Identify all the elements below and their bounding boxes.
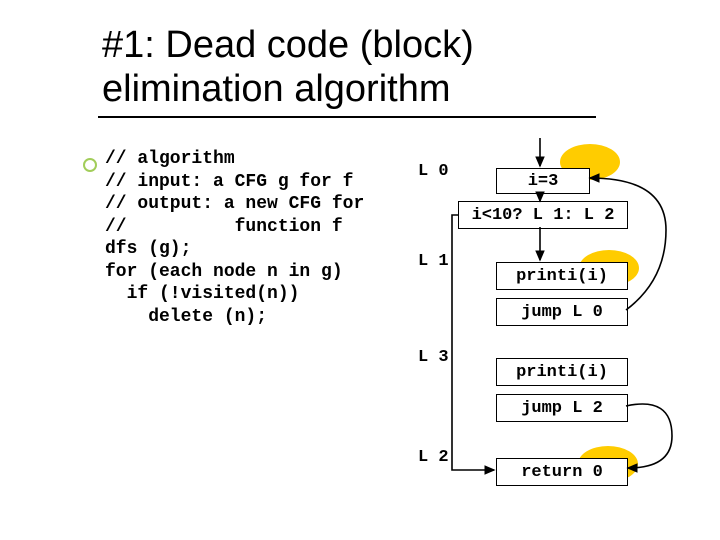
- cfg-box-return: return 0: [496, 458, 628, 486]
- cfg-box-cond: i<10? L 1: L 2: [458, 201, 628, 229]
- edge-cond-l2: [452, 215, 494, 470]
- title-underline: [98, 116, 596, 118]
- cfg-box-i3: i=3: [496, 168, 590, 194]
- bullet-icon: [83, 158, 97, 172]
- cfg-box-printi-1: printi(i): [496, 262, 628, 290]
- edge-jumpL0-back: [590, 178, 666, 310]
- cfg-label-l0: L 0: [418, 162, 449, 181]
- title-line2: elimination algorithm: [102, 68, 451, 110]
- edge-jumpL2-ret: [626, 404, 672, 468]
- slide-title: #1: Dead code (block) elimination algori…: [102, 24, 474, 111]
- cfg-label-l3: L 3: [418, 348, 449, 367]
- title-line1: #1: Dead code (block): [102, 24, 474, 66]
- cfg-label-l2: L 2: [418, 448, 449, 467]
- cfg-box-jump-l0: jump L 0: [496, 298, 628, 326]
- cfg-box-printi-3: printi(i): [496, 358, 628, 386]
- algorithm-code: // algorithm // input: a CFG g for f // …: [105, 148, 364, 328]
- cfg-label-l1: L 1: [418, 252, 449, 271]
- cfg-box-jump-l2: jump L 2: [496, 394, 628, 422]
